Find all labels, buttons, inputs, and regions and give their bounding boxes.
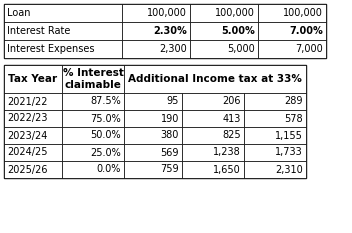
Bar: [258, 4, 326, 22]
Text: 100,000: 100,000: [147, 8, 187, 18]
Bar: [244, 93, 306, 110]
Bar: [182, 161, 244, 178]
Text: Loan: Loan: [7, 8, 31, 18]
Bar: [190, 40, 258, 58]
Text: 75.0%: 75.0%: [90, 113, 121, 123]
Bar: [190, 22, 258, 40]
Bar: [62, 65, 124, 93]
Text: 7.00%: 7.00%: [289, 26, 323, 36]
Text: Additional Income tax at 33%: Additional Income tax at 33%: [128, 74, 302, 84]
Bar: [4, 4, 326, 58]
Bar: [122, 40, 190, 58]
Text: 100,000: 100,000: [283, 8, 323, 18]
Text: 413: 413: [222, 113, 241, 123]
Text: 380: 380: [161, 130, 179, 140]
Bar: [62, 110, 124, 127]
Text: 25.0%: 25.0%: [90, 147, 121, 158]
Bar: [124, 65, 306, 93]
Text: 95: 95: [166, 96, 179, 106]
Text: 825: 825: [222, 130, 241, 140]
Text: Tax Year: Tax Year: [8, 74, 58, 84]
Bar: [4, 161, 62, 178]
Text: 5,000: 5,000: [227, 44, 255, 54]
Text: 2,310: 2,310: [275, 164, 303, 175]
Text: 578: 578: [284, 113, 303, 123]
Bar: [124, 161, 182, 178]
Bar: [244, 127, 306, 144]
Text: 2024/25: 2024/25: [7, 147, 48, 158]
Bar: [124, 144, 182, 161]
Text: 1,733: 1,733: [275, 147, 303, 158]
Bar: [122, 22, 190, 40]
Text: 569: 569: [161, 147, 179, 158]
Text: 2025/26: 2025/26: [7, 164, 48, 175]
Bar: [62, 93, 124, 110]
Bar: [62, 144, 124, 161]
Bar: [190, 4, 258, 22]
Bar: [4, 93, 62, 110]
Text: 1,650: 1,650: [213, 164, 241, 175]
Bar: [4, 127, 62, 144]
Bar: [258, 40, 326, 58]
Text: 1,238: 1,238: [213, 147, 241, 158]
Bar: [122, 4, 190, 22]
Text: 206: 206: [222, 96, 241, 106]
Text: 0.0%: 0.0%: [97, 164, 121, 175]
Text: 50.0%: 50.0%: [90, 130, 121, 140]
Text: 5.00%: 5.00%: [221, 26, 255, 36]
Bar: [62, 127, 124, 144]
Bar: [244, 110, 306, 127]
Text: 2.30%: 2.30%: [153, 26, 187, 36]
Bar: [4, 65, 62, 93]
Text: 289: 289: [284, 96, 303, 106]
Text: % Interest
claimable: % Interest claimable: [63, 68, 124, 90]
Text: Interest Expenses: Interest Expenses: [7, 44, 94, 54]
Text: Interest Rate: Interest Rate: [7, 26, 70, 36]
Bar: [244, 144, 306, 161]
Bar: [124, 93, 182, 110]
Bar: [4, 110, 62, 127]
Text: 759: 759: [161, 164, 179, 175]
Bar: [4, 144, 62, 161]
Bar: [4, 65, 306, 178]
Bar: [124, 127, 182, 144]
Bar: [4, 22, 122, 40]
Text: 87.5%: 87.5%: [90, 96, 121, 106]
Text: 7,000: 7,000: [295, 44, 323, 54]
Bar: [124, 110, 182, 127]
Text: 2021/22: 2021/22: [7, 96, 48, 106]
Text: 2023/24: 2023/24: [7, 130, 48, 140]
Text: 2,300: 2,300: [159, 44, 187, 54]
Text: 190: 190: [161, 113, 179, 123]
Bar: [258, 22, 326, 40]
Bar: [4, 40, 122, 58]
Bar: [244, 161, 306, 178]
Bar: [182, 93, 244, 110]
Bar: [182, 144, 244, 161]
Bar: [4, 4, 122, 22]
Text: 2022/23: 2022/23: [7, 113, 48, 123]
Bar: [182, 110, 244, 127]
Bar: [62, 161, 124, 178]
Text: 100,000: 100,000: [215, 8, 255, 18]
Bar: [182, 127, 244, 144]
Text: 1,155: 1,155: [275, 130, 303, 140]
